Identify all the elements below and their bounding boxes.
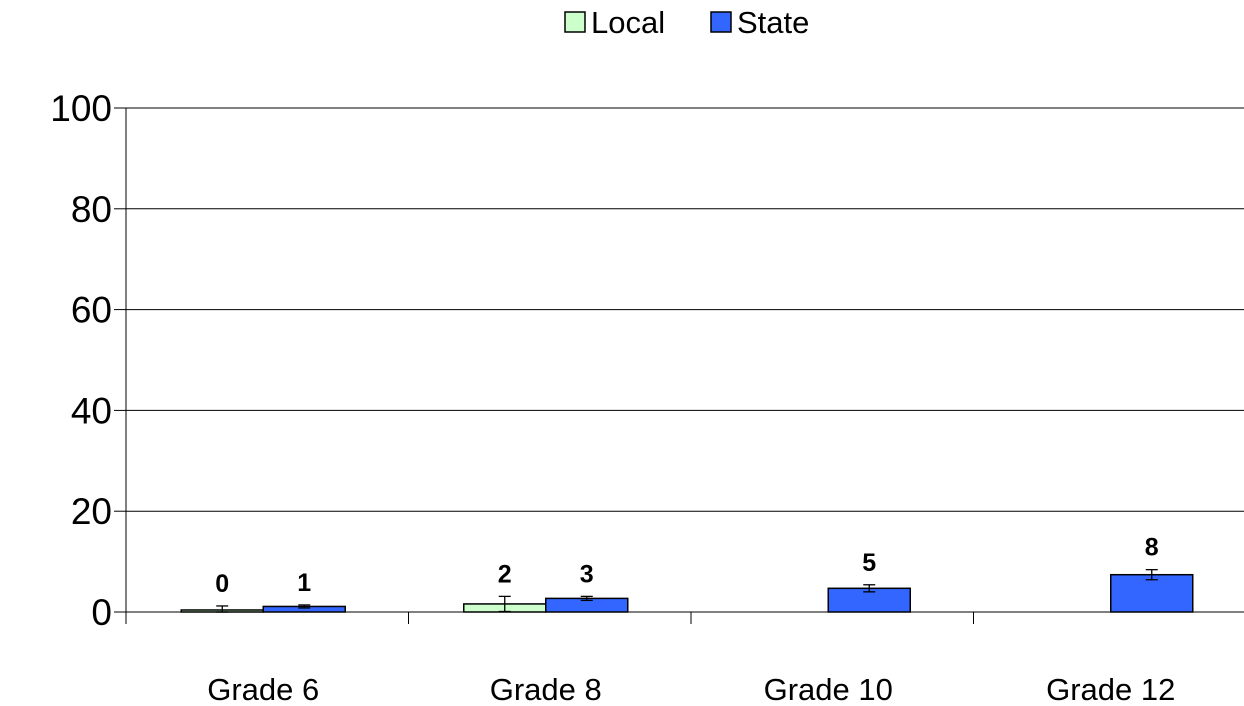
data-label: 5 (862, 549, 876, 577)
y-tick-label: 40 (71, 390, 112, 431)
y-tick-label: 80 (71, 189, 112, 230)
y-tick-label: 0 (91, 592, 112, 633)
data-label: 8 (1145, 534, 1159, 562)
y-axis-ticks: 0 20 40 60 80 100 (50, 88, 126, 633)
data-label: 0 (215, 570, 229, 598)
x-category-label: Grade 6 (207, 672, 319, 706)
legend-swatch-state (710, 11, 732, 33)
axes (125, 108, 1244, 624)
x-axis-categories: Grade 6 Grade 8 Grade 10 Grade 12 (207, 672, 1175, 706)
bars (180, 573, 1194, 613)
data-label: 2 (498, 560, 512, 588)
gridlines (126, 107, 1244, 512)
legend-swatch-local (564, 11, 586, 33)
y-tick-label: 60 (71, 290, 112, 331)
legend: Local State (564, 5, 809, 40)
y-tick-label: 20 (71, 491, 112, 532)
data-label: 1 (297, 569, 311, 597)
y-tick-label: 100 (50, 88, 112, 129)
x-category-label: Grade 10 (764, 672, 893, 706)
legend-label: State (737, 5, 809, 40)
data-label: 3 (580, 560, 594, 588)
x-category-label: Grade 12 (1046, 672, 1175, 706)
legend-label: Local (591, 5, 665, 40)
error-bars (216, 569, 1158, 613)
x-category-label: Grade 8 (490, 672, 602, 706)
data-labels: 0 1 2 3 5 8 (215, 534, 1159, 598)
